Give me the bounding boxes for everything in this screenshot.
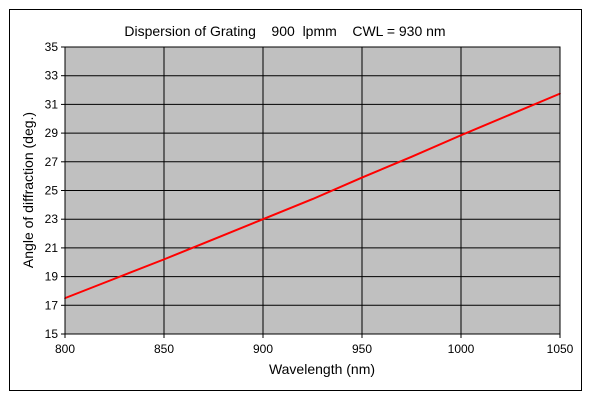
data-point <box>410 155 413 158</box>
x-tick-label: 900 <box>253 342 273 356</box>
y-tick-label: 35 <box>45 40 59 54</box>
chart-title: Dispersion of Grating 900 lpmm CWL = 930… <box>124 23 445 39</box>
plot-border <box>64 46 561 335</box>
x-axis-label: Wavelength (nm) <box>269 361 375 377</box>
data-point <box>212 238 215 241</box>
y-tick-label: 33 <box>45 69 59 83</box>
y-tick-label: 19 <box>45 270 59 284</box>
tick-labels: 800 850 900 950 1000 1050 15 17 19 21 23 25 27 29 31 33… <box>45 40 574 356</box>
x-tick-label: 850 <box>154 342 174 356</box>
data-point <box>163 258 165 261</box>
x-tick-label: 950 <box>352 342 372 356</box>
x-tick-label: 1050 <box>547 342 574 356</box>
x-tick-label: 1000 <box>448 342 475 356</box>
data-point <box>113 277 116 280</box>
data-point <box>361 176 363 179</box>
y-tick-label: 17 <box>45 298 59 312</box>
data-point <box>460 134 462 137</box>
x-tick-label: 800 <box>55 342 75 356</box>
y-tick-label: 31 <box>45 97 59 111</box>
y-tick-label: 23 <box>45 212 59 226</box>
y-tick-label: 15 <box>45 327 59 341</box>
data-point <box>311 198 314 200</box>
y-tick-label: 27 <box>45 155 59 169</box>
y-tick-label: 29 <box>45 126 59 140</box>
y-tick-label: 21 <box>45 241 59 255</box>
data-point <box>262 218 264 220</box>
y-axis-label: Angle of diffraction (deg.) <box>20 112 36 268</box>
data-point <box>509 113 512 116</box>
y-tick-label: 25 <box>45 184 59 198</box>
